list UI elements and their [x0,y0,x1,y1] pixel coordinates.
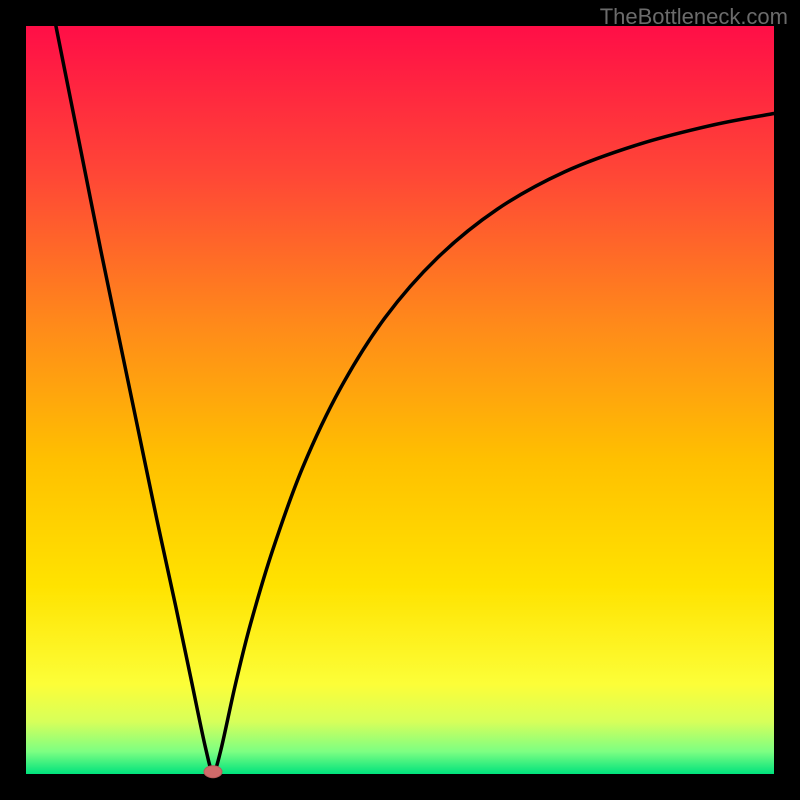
minimum-marker [204,766,222,778]
bottleneck-chart [0,0,800,800]
watermark-text: TheBottleneck.com [600,4,788,30]
chart-frame: TheBottleneck.com [0,0,800,800]
